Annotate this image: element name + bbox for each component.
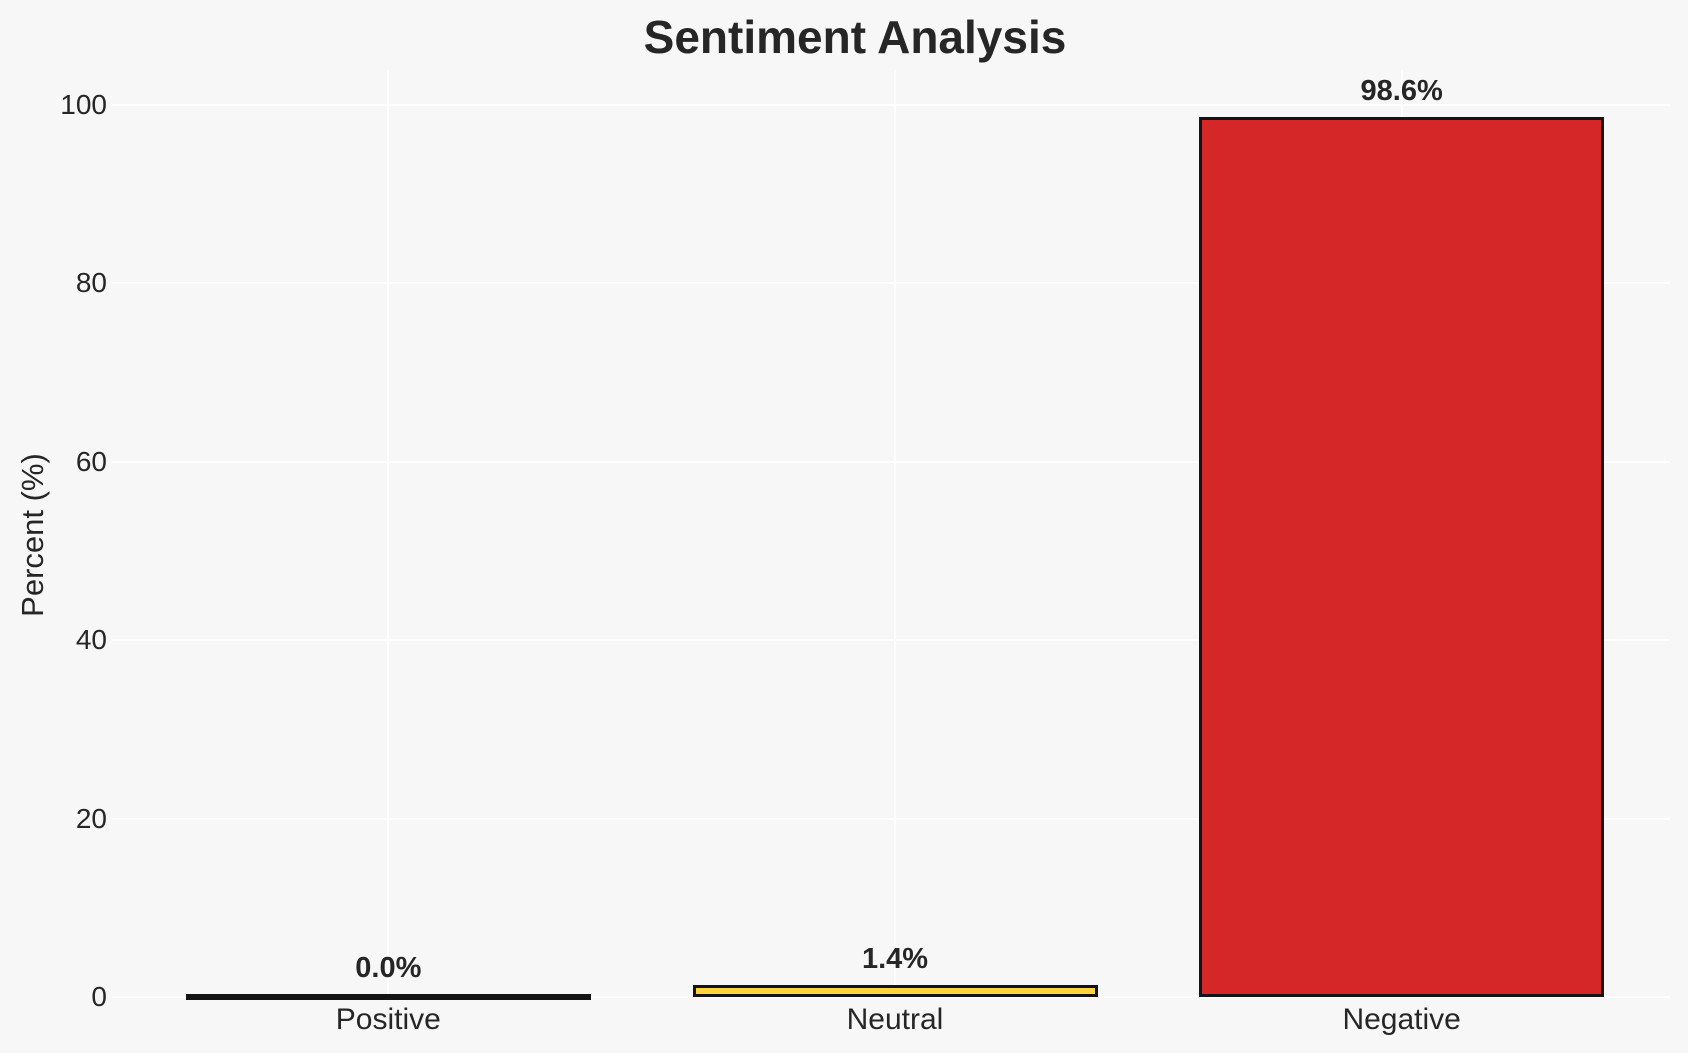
h-gridline [112,104,1670,106]
bar-negative [1199,117,1605,997]
bar-value-label: 1.4% [861,943,929,975]
x-tick-label: Neutral [846,1003,944,1036]
y-tick-label: 0 [91,981,107,1012]
x-tick-label: Positive [335,1003,441,1036]
h-gridline [112,996,1670,998]
v-gridline [387,70,390,997]
y-tick-label: 20 [75,802,107,834]
bar-value-label: 98.6% [1360,75,1443,107]
v-gridline [894,70,896,997]
h-gridline [112,639,1670,642]
h-gridline [112,282,1670,285]
y-tick-label: 80 [75,267,107,299]
bar-positive [185,994,591,1000]
h-gridline [112,817,1670,820]
chart-title: Sentiment Analysis [643,11,1067,63]
y-tick-label: 60 [75,445,107,477]
y-tick-label: 40 [75,624,107,656]
h-gridline [112,460,1670,463]
bar-neutral [692,985,1098,997]
bar-value-label: 0.0% [355,952,422,984]
x-tick-label: Negative [1342,1003,1461,1036]
y-tick-label: 100 [60,89,107,120]
